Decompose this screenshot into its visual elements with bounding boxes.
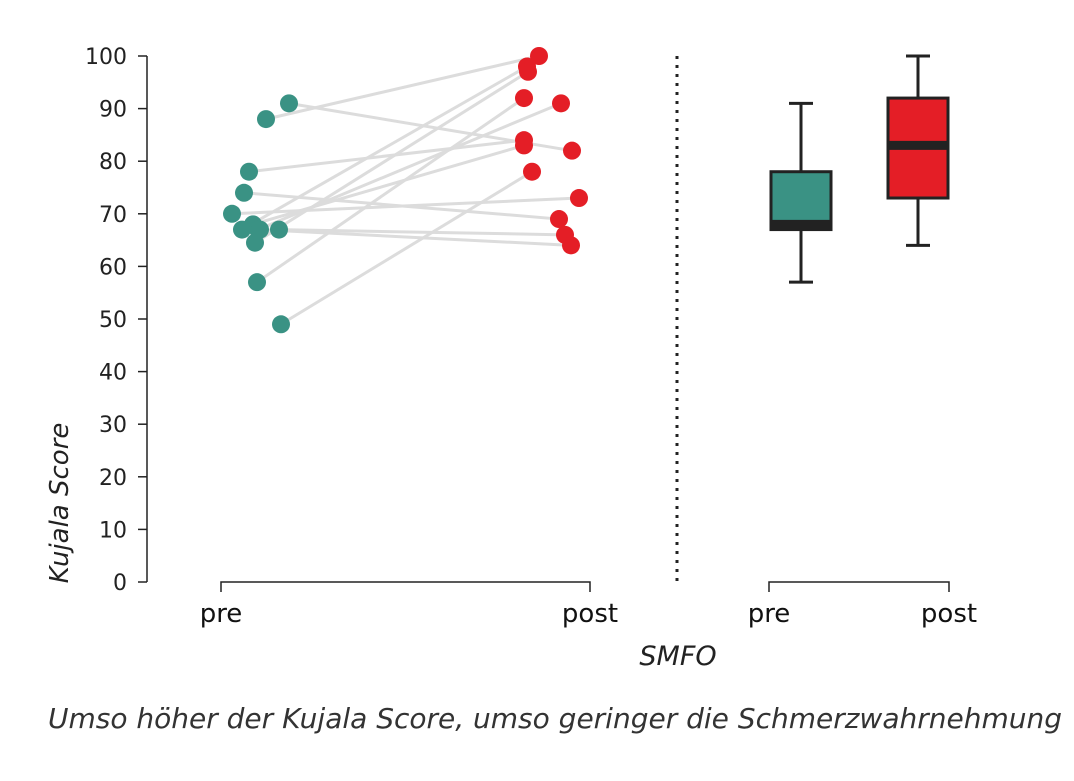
x-axis-right: pre post <box>748 581 977 629</box>
pre-point <box>270 220 288 239</box>
pair-line <box>254 70 529 245</box>
y-tick-label: 30 <box>99 413 127 438</box>
pre-point <box>246 233 264 252</box>
chart-svg: 0 10 20 30 40 50 60 70 80 90 100 pre post pre post K… <box>45 45 977 672</box>
pair-line <box>280 170 533 326</box>
x-axis-left: pre post <box>200 581 618 629</box>
x-group-label: SMFO <box>639 641 716 672</box>
post-point <box>550 210 568 229</box>
data-points <box>223 47 588 334</box>
pair-line <box>252 143 525 226</box>
pair-line <box>259 228 572 247</box>
y-tick-label: 70 <box>99 203 127 228</box>
y-tick-label: 0 <box>113 571 127 596</box>
x-tick-label-post: post <box>562 599 618 629</box>
y-tick-label: 100 <box>85 45 127 70</box>
pre-point <box>233 220 251 239</box>
pair-line <box>231 196 580 216</box>
post-point <box>570 189 588 208</box>
post-point <box>530 47 548 65</box>
post-point <box>515 89 533 108</box>
pair-lines <box>231 54 580 326</box>
pair-line <box>278 228 566 237</box>
pre-point <box>272 315 290 334</box>
pair-line <box>265 54 540 121</box>
pre-point <box>223 204 241 223</box>
box-x-tick-label-post: post <box>921 599 977 629</box>
pre-point <box>240 162 258 181</box>
figure-caption: Umso höher der Kujala Score, umso gering… <box>48 702 1063 735</box>
y-axis: 0 10 20 30 40 50 60 70 80 90 100 <box>85 45 148 596</box>
y-tick-label: 10 <box>99 518 127 543</box>
y-axis-label: Kujala Score <box>45 423 75 584</box>
y-tick-label: 90 <box>99 98 127 123</box>
post-point <box>519 62 537 81</box>
box-x-tick-label-pre: pre <box>748 599 791 629</box>
y-tick-label: 50 <box>99 308 127 333</box>
pre-point <box>248 273 266 292</box>
pair-line <box>256 96 525 284</box>
pair-line <box>248 138 525 174</box>
pair-line <box>241 65 528 231</box>
box-plots <box>769 54 950 284</box>
pre-point <box>257 110 275 129</box>
pre-point <box>235 183 253 202</box>
x-axis-bracket <box>220 581 591 592</box>
x-axis-bracket-right <box>768 581 950 592</box>
y-tick-label: 20 <box>99 466 127 491</box>
post-point <box>523 162 541 181</box>
pre-point <box>280 94 298 113</box>
y-tick-label: 40 <box>99 361 127 386</box>
x-tick-label-pre: pre <box>200 599 243 629</box>
y-tick-label: 60 <box>99 255 127 280</box>
post-point <box>562 236 580 255</box>
post-point <box>563 141 581 160</box>
y-tick-label: 80 <box>99 150 127 175</box>
post-point <box>515 136 533 155</box>
post-point <box>552 94 570 113</box>
